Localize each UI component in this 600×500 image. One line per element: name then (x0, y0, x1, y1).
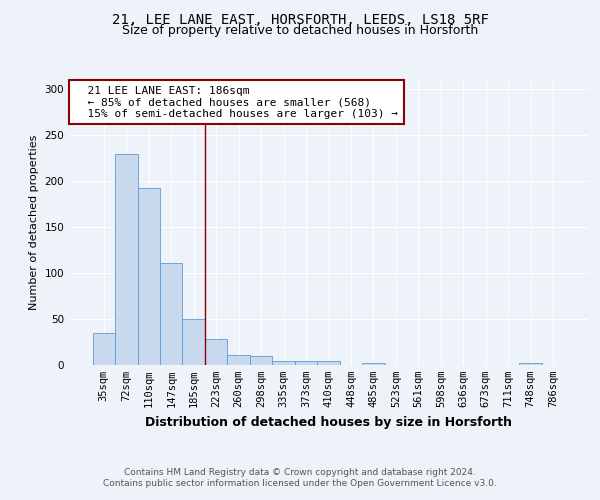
Bar (137, 188, 160, 365)
Text: Contains HM Land Registry data © Crown copyright and database right 2024.
Contai: Contains HM Land Registry data © Crown c… (103, 468, 497, 487)
Bar (227, 355, 250, 365)
Bar (160, 263, 182, 365)
Bar (520, 363, 542, 365)
Text: 21 LEE LANE EAST: 186sqm
  ← 85% of detached houses are smaller (568)
  15% of s: 21 LEE LANE EAST: 186sqm ← 85% of detach… (74, 86, 398, 119)
Text: 21, LEE LANE EAST, HORSFORTH, LEEDS, LS18 5RF: 21, LEE LANE EAST, HORSFORTH, LEEDS, LS1… (112, 12, 488, 26)
Bar (362, 363, 385, 365)
Bar (205, 340, 227, 365)
Bar (295, 362, 317, 365)
Bar (250, 356, 272, 365)
Text: Size of property relative to detached houses in Horsforth: Size of property relative to detached ho… (122, 24, 478, 37)
Bar (92, 333, 115, 365)
Bar (317, 362, 340, 365)
Bar (182, 319, 205, 365)
Bar (272, 362, 295, 365)
Bar (115, 154, 137, 365)
Y-axis label: Number of detached properties: Number of detached properties (29, 135, 39, 310)
X-axis label: Distribution of detached houses by size in Horsforth: Distribution of detached houses by size … (145, 416, 512, 428)
